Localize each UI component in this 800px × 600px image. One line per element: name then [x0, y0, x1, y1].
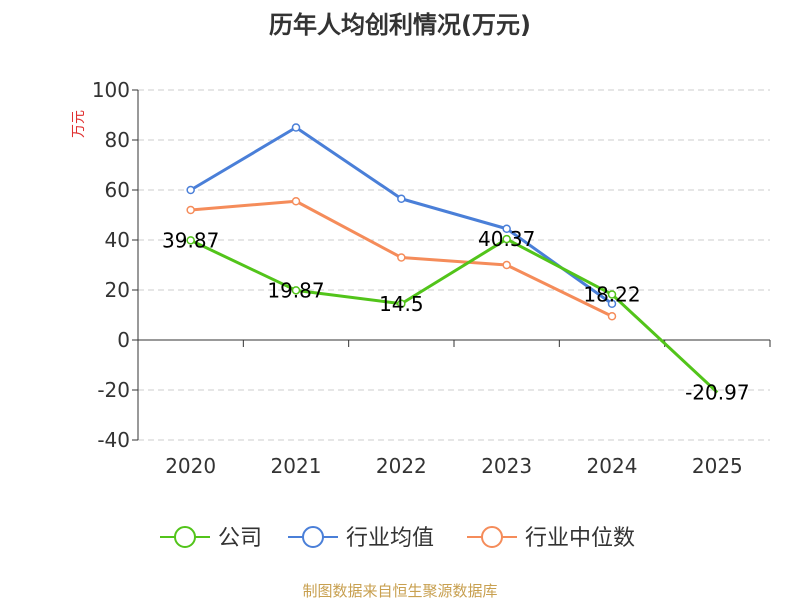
source-note: 制图数据来自恒生聚源数据库	[302, 582, 497, 600]
data-label: 14.5	[379, 292, 424, 316]
y-tick-label: -40	[97, 428, 130, 452]
legend-marker	[174, 526, 196, 548]
legend-marker	[481, 526, 503, 548]
data-point	[186, 185, 195, 195]
data-point	[291, 197, 301, 206]
legend-marker	[302, 526, 324, 548]
y-tick-label: 60	[105, 178, 130, 202]
data-point	[291, 286, 301, 295]
axis-layer: 100 80 60 40 20 0 -20 -40 2020 2021 2022 2023 2024 20…	[92, 78, 771, 478]
legend-label: 行业中位数	[525, 526, 635, 551]
data-label: -20.97	[685, 380, 749, 404]
data-label: 18.22	[583, 282, 640, 306]
data-point	[607, 290, 617, 299]
data-label: 39.87	[162, 228, 219, 252]
data-point	[607, 312, 617, 321]
data-point	[291, 123, 301, 132]
x-tick-label: 2020	[165, 454, 216, 478]
data-point	[502, 234, 511, 244]
x-tick-label: 2024	[587, 454, 638, 478]
data-point	[502, 224, 511, 233]
y-tick-label: -20	[97, 378, 130, 402]
grid-layer	[138, 89, 770, 441]
data-point	[397, 194, 406, 203]
data-point	[186, 205, 195, 215]
series-line	[190, 237, 719, 394]
y-tick-label: 80	[105, 128, 130, 152]
data-point	[397, 299, 406, 308]
x-tick-label: 2023	[481, 454, 532, 478]
y-tick-label: 0	[117, 328, 130, 352]
y-tick-label: 100	[92, 78, 130, 102]
chart-title: 历年人均创利情况(万元)	[269, 11, 531, 39]
x-tick-label: 2022	[376, 454, 427, 478]
legend-label: 行业均值	[346, 526, 434, 551]
data-point	[607, 299, 617, 308]
x-tick-label: 2021	[271, 454, 322, 478]
y-tick-label: 20	[105, 278, 130, 302]
series-layer	[186, 123, 719, 394]
label-layer: 39.87 19.87 14.5 40.37 18.22 -20.97	[162, 227, 750, 404]
legend: 公司 行业均值 行业中位数	[160, 526, 635, 551]
data-label: 19.87	[267, 278, 324, 302]
y-axis-label: 万元	[71, 110, 87, 138]
y-tick-label: 40	[105, 228, 130, 252]
data-point	[502, 260, 511, 270]
data-point	[186, 236, 195, 245]
data-label: 40.37	[478, 227, 535, 251]
legend-label: 公司	[218, 526, 262, 551]
data-point	[397, 253, 406, 262]
x-tick-label: 2025	[692, 454, 743, 478]
series-line	[189, 126, 613, 305]
